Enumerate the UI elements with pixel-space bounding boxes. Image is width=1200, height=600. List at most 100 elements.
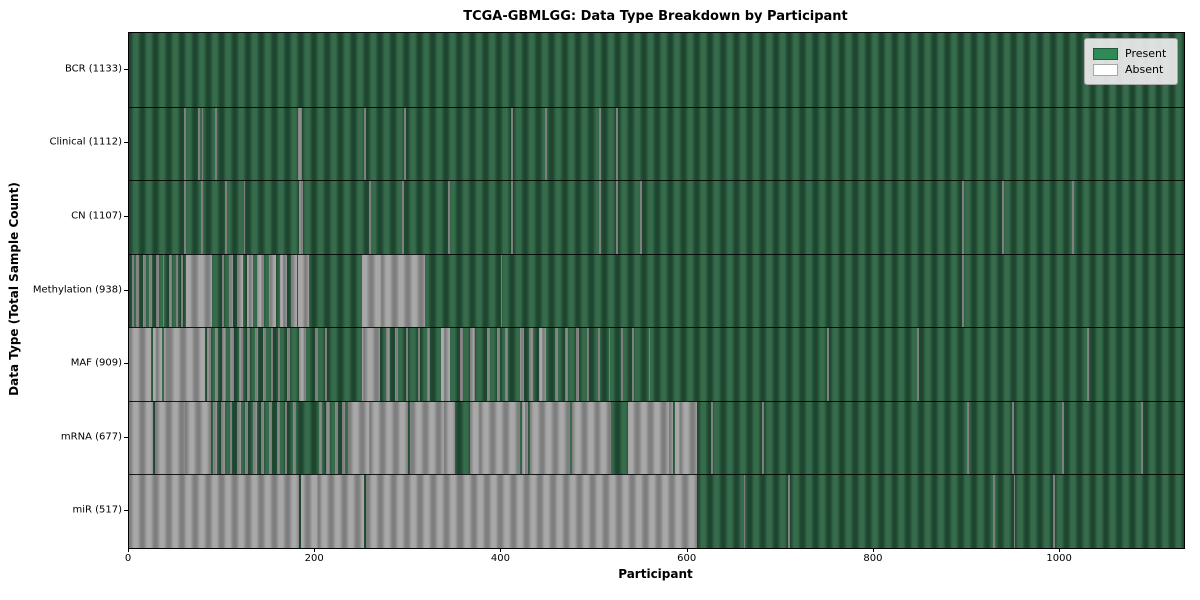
absent-segment xyxy=(243,180,246,254)
absent-segment xyxy=(1052,474,1055,548)
absent-segment xyxy=(361,253,426,328)
row-separator xyxy=(129,327,1184,329)
absent-segment xyxy=(315,327,318,401)
absent-segment xyxy=(254,327,259,401)
absent-segment xyxy=(164,327,206,401)
absent-segment xyxy=(181,253,183,328)
absent-segment xyxy=(448,180,451,254)
xtick-label-1000: 1000 xyxy=(1046,553,1072,564)
present-swatch xyxy=(1093,47,1118,60)
ytick-label-CN: CN (1107) xyxy=(71,210,122,222)
absent-segment xyxy=(426,327,430,401)
absent-segment xyxy=(572,400,612,475)
absent-segment xyxy=(1002,180,1005,254)
legend-entry-absent: Absent xyxy=(1093,63,1169,76)
absent-segment xyxy=(334,400,338,475)
row-Methylation xyxy=(129,253,1184,328)
absent-segment xyxy=(252,400,257,475)
absent-segment xyxy=(529,327,534,401)
absent-segment xyxy=(788,474,791,548)
absent-segment xyxy=(538,327,547,401)
absent-segment xyxy=(131,253,134,328)
absent-segment xyxy=(221,400,225,475)
absent-segment xyxy=(347,400,409,475)
absent-segment xyxy=(212,400,217,475)
absent-segment xyxy=(183,180,186,254)
absent-segment xyxy=(261,400,264,475)
absent-segment xyxy=(545,106,548,181)
absent-segment xyxy=(169,253,172,328)
absent-segment xyxy=(268,253,277,328)
absent-segment xyxy=(608,327,611,401)
xtick-label-800: 800 xyxy=(863,553,883,564)
ytick-label-BCR: BCR (1133) xyxy=(64,63,122,75)
xtick-label-600: 600 xyxy=(677,553,697,564)
absent-segment xyxy=(284,400,288,475)
absent-segment xyxy=(369,180,372,254)
ytick-mark xyxy=(124,142,128,144)
row-separator xyxy=(129,180,1184,182)
ytick-mark xyxy=(124,215,128,217)
xtick-mark xyxy=(128,548,129,552)
absent-segment xyxy=(237,400,241,475)
absent-segment xyxy=(496,327,500,401)
absent-segment xyxy=(175,253,179,328)
absent-segment xyxy=(510,180,513,254)
ytick-label-mRNA: mRNA (677) xyxy=(60,431,122,443)
row-CN xyxy=(129,180,1184,254)
absent-segment xyxy=(287,327,291,401)
row-mRNA xyxy=(129,400,1184,475)
legend: Present Absent xyxy=(1084,38,1178,85)
absent-segment xyxy=(599,180,602,254)
absent-segment xyxy=(237,253,243,328)
absent-segment xyxy=(263,327,266,401)
absent-segment xyxy=(620,327,623,401)
absent-segment xyxy=(598,327,601,401)
absent-segment xyxy=(1013,474,1016,548)
absent-segment xyxy=(405,327,409,401)
absent-segment xyxy=(183,106,186,181)
absent-segment xyxy=(228,253,234,328)
absent-segment xyxy=(361,327,381,401)
absent-segment xyxy=(324,327,328,401)
xtick-mark xyxy=(1059,548,1061,552)
ytick-mark xyxy=(124,436,128,438)
absent-segment xyxy=(993,474,995,548)
absent-segment xyxy=(268,400,273,475)
absent-segment xyxy=(417,327,421,401)
absent-segment xyxy=(555,327,559,401)
xtick-label-400: 400 xyxy=(490,553,510,564)
absent-segment xyxy=(318,400,322,475)
absent-segment xyxy=(762,400,765,475)
xtick-mark xyxy=(872,548,874,552)
absent-segment xyxy=(469,400,521,475)
absent-segment xyxy=(207,327,211,401)
presence-matrix xyxy=(129,33,1184,548)
absent-segment xyxy=(222,327,226,401)
absent-segment xyxy=(385,327,390,401)
absent-segment xyxy=(342,400,346,475)
absent-segment xyxy=(962,180,965,254)
absent-segment xyxy=(743,474,746,548)
absent-segment xyxy=(460,327,464,401)
absent-segment xyxy=(162,253,165,328)
absent-segment xyxy=(440,327,451,401)
absent-segment xyxy=(299,327,306,401)
absent-segment xyxy=(197,106,200,181)
absent-segment xyxy=(299,180,304,254)
absent-segment xyxy=(615,180,618,254)
absent-segment xyxy=(247,327,251,401)
ytick-label-MAF: MAF (909) xyxy=(70,357,122,369)
absent-segment xyxy=(395,327,399,401)
absent-segment xyxy=(469,327,476,401)
absent-segment xyxy=(277,400,280,475)
absent-segment xyxy=(245,400,249,475)
absent-segment xyxy=(628,400,673,475)
absent-segment xyxy=(640,180,643,254)
row-separator xyxy=(129,106,1184,108)
legend-label-absent: Absent xyxy=(1125,63,1164,76)
xtick-mark xyxy=(686,548,688,552)
absent-segment xyxy=(827,327,830,401)
absent-segment xyxy=(967,400,969,475)
absent-swatch xyxy=(1093,63,1118,76)
